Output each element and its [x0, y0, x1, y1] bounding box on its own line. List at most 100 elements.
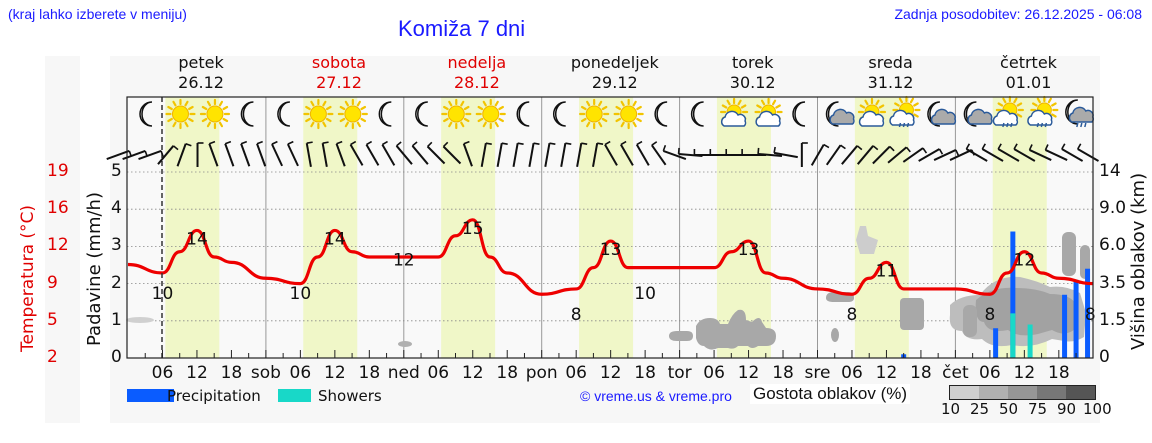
day-date: 28.12 — [453, 73, 500, 92]
x-tick-label: 12 — [600, 363, 622, 383]
wind-barb-icon — [856, 145, 879, 165]
moon-icon — [654, 101, 668, 127]
cloud-height-tick: 9.0 — [1099, 198, 1127, 219]
weather-icons — [139, 95, 1095, 130]
density-tick: 10 — [941, 400, 961, 418]
wind-barb-icon — [635, 140, 650, 166]
page-title: Komiža 7 dni — [398, 16, 526, 41]
sun-rain-icon — [1027, 95, 1059, 128]
day-name: nedelja — [447, 53, 507, 72]
temperature-value-label: 8 — [847, 305, 858, 325]
precip-tick: 0 — [111, 347, 122, 367]
moon-cloud-icon — [825, 101, 855, 127]
density-swatch — [1066, 386, 1095, 399]
x-tick-label: 18 — [1048, 363, 1070, 383]
temperature-value-label: 13 — [738, 240, 760, 260]
x-tick-label: sob — [251, 363, 281, 383]
x-tick-label: 18 — [359, 363, 381, 383]
x-tick-label: 12 — [186, 363, 208, 383]
wind-barb-icon — [1044, 144, 1068, 161]
wind-barb-icon — [208, 140, 219, 167]
wind-barb-icon — [512, 142, 524, 167]
day-date: 31.12 — [867, 73, 914, 92]
copyright-link[interactable]: © vreme.us & vreme.pro — [580, 388, 732, 404]
wind-barb-icon — [841, 145, 863, 165]
cloud-cover-areas — [126, 226, 1090, 350]
day-date: 26.12 — [178, 73, 224, 92]
wind-barb-icon — [240, 140, 251, 167]
density-swatch — [1037, 386, 1066, 399]
wind-barb-icon — [480, 142, 492, 167]
wind-barb-icon — [395, 141, 413, 165]
day-date: 29.12 — [591, 73, 638, 92]
sun-icon — [303, 98, 334, 130]
temperature-value-label: 12 — [393, 251, 415, 271]
x-tick-label: 18 — [772, 363, 794, 383]
day-name: sobota — [311, 53, 367, 72]
moon-icon — [415, 101, 428, 127]
x-tick-label: 06 — [979, 363, 1001, 383]
wind-barb-icon — [426, 141, 446, 165]
wind-barb-icon — [981, 143, 1004, 162]
wind-barb-icon — [887, 146, 911, 164]
wind-barb-icon — [902, 147, 928, 163]
x-tick-label: 12 — [462, 363, 484, 383]
wind-barb-icon — [321, 141, 329, 167]
day-label: ponedeljek 29.12 — [555, 53, 675, 93]
wind-barb-icon — [335, 140, 346, 167]
wind-barb-icon — [560, 142, 572, 167]
temperature-tick: 5 — [47, 309, 58, 330]
wind-barb-icon — [997, 143, 1020, 162]
wind-barb-icon — [918, 148, 944, 162]
temperature-value-label: 15 — [462, 219, 484, 239]
moon-icon — [690, 101, 704, 127]
density-tick: 75 — [1028, 400, 1048, 418]
wind-barb-icon — [286, 140, 299, 167]
x-tick-label: 18 — [496, 363, 518, 383]
density-swatch — [950, 386, 979, 399]
last-update: Zadnja posodobitev: 26.12.2025 - 06:08 — [894, 6, 1142, 22]
precip-tick: 3 — [111, 235, 122, 256]
x-tick-label: ned — [388, 363, 420, 383]
wind-barb-icon — [138, 149, 164, 161]
x-axis-ticks: 06 12 18 sob 06 12 18 ned 06 12 18 pon 06 12 18 tor 06 12… — [144, 350, 1077, 383]
plot-frame — [126, 96, 1094, 359]
daylight-bands — [127, 97, 1093, 358]
temperature-tick: 16 — [47, 198, 69, 219]
temperature-value-label: 14 — [324, 229, 346, 249]
wind-barb-icon — [965, 143, 988, 162]
day-label: nedelja 28.12 — [417, 53, 537, 93]
x-tick-label: 12 — [1014, 363, 1036, 383]
x-tick-label: 06 — [841, 363, 863, 383]
x-tick-label: 12 — [324, 363, 346, 383]
sun-rain-icon — [992, 95, 1024, 128]
wind-barb-icon — [462, 140, 473, 167]
x-tick-label: 06 — [565, 363, 587, 383]
temperature-tick: 9 — [47, 272, 58, 293]
sun-cloud-icon — [857, 97, 887, 127]
sun-icon — [199, 98, 231, 130]
temperature-value-label: 14 — [186, 229, 208, 249]
day-date: 27.12 — [316, 73, 362, 92]
day-name: ponedeljek — [570, 53, 659, 72]
wind-barb-icon — [271, 140, 284, 167]
precip-tick: 1 — [111, 309, 122, 330]
moon-rain-icon — [1065, 99, 1095, 128]
wind-barb-icon — [544, 142, 556, 167]
x-tick-label: čet — [942, 363, 969, 383]
wind-barb-icon — [620, 140, 634, 166]
temperature-value-label: 11 — [876, 261, 898, 281]
moon-icon — [139, 101, 153, 127]
wind-barb-icon — [224, 140, 235, 167]
temperature-value-label: 8 — [984, 305, 995, 325]
cloud-density-scale — [949, 385, 1096, 400]
density-tick: 50 — [999, 400, 1019, 418]
x-tick-label: 06 — [703, 363, 725, 383]
moon-icon — [552, 101, 566, 127]
moon-cloud-icon — [927, 101, 957, 127]
grid-lines — [127, 97, 1093, 358]
wind-barb-icon — [196, 142, 204, 167]
sun-cloud-icon — [754, 97, 783, 127]
sun-icon — [475, 98, 506, 130]
